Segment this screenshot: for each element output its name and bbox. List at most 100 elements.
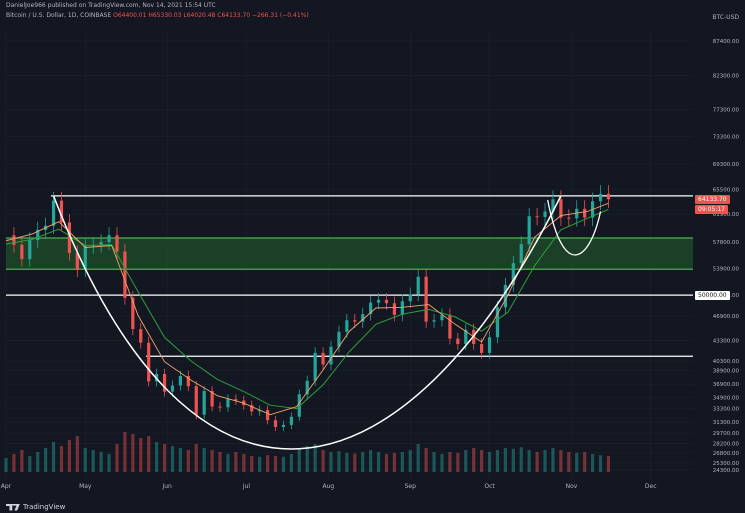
candle-body <box>59 200 64 223</box>
volume-bar <box>511 448 515 472</box>
volume-bar <box>598 455 603 472</box>
candle-body <box>408 294 412 302</box>
volume-bar <box>305 446 309 472</box>
y-tick-label: 73300.00 <box>713 135 740 141</box>
y-tick-label: 36900.00 <box>713 382 740 388</box>
candle-body <box>361 314 365 322</box>
chart-footer: TradingView <box>0 501 745 513</box>
volume-bar <box>51 442 56 472</box>
candle-body <box>67 222 72 253</box>
volume-bar <box>289 454 293 472</box>
volume-bar <box>551 448 555 472</box>
volume-bar <box>424 448 428 472</box>
candle-body <box>234 399 238 401</box>
ema-fast-line <box>5 202 609 416</box>
candle-body <box>551 199 555 212</box>
candle-body <box>194 386 198 415</box>
y-tick-label: 38900.00 <box>713 369 740 375</box>
volume-bar <box>273 456 278 472</box>
tradingview-logo[interactable]: TradingView <box>6 503 65 511</box>
candle-body <box>369 302 373 315</box>
x-tick-label: Aug <box>323 483 335 490</box>
volume-bar <box>313 444 317 472</box>
candle-body <box>424 276 428 322</box>
ohlc-values: O64400.01 H65330.03 L64020.48 C64133.70 … <box>113 12 309 19</box>
x-tick-label: Jul <box>242 483 251 490</box>
volume-bar <box>44 448 48 472</box>
y-tick-label: 77300.00 <box>713 108 740 114</box>
tradingview-logo-text: TradingView <box>23 503 66 511</box>
volume-bar <box>186 450 190 472</box>
volume-bar <box>250 456 254 472</box>
candle-body <box>511 263 515 285</box>
candle-body <box>20 244 24 260</box>
candle-body <box>559 199 563 218</box>
candle-body <box>178 375 182 386</box>
candle-body <box>337 331 341 347</box>
volume-bar <box>487 452 492 472</box>
y-tick-label: 26800.00 <box>713 451 740 457</box>
y-tick-label: 69300.00 <box>713 162 740 168</box>
volume-bar <box>75 436 79 472</box>
volume-bar <box>59 446 64 472</box>
candle-body <box>75 252 79 270</box>
y-tick-label: 61900.00 <box>713 212 740 218</box>
candle-body <box>36 229 40 241</box>
candle-body <box>456 338 460 345</box>
volume-bar <box>107 454 111 472</box>
candle-body <box>107 235 111 243</box>
candle-body <box>170 385 175 392</box>
volume-bar <box>20 450 24 472</box>
volume-bar <box>440 454 444 472</box>
volume-bar <box>281 456 286 472</box>
volume-bar <box>448 452 452 472</box>
volume-bar <box>527 450 531 472</box>
candle-body <box>321 352 325 365</box>
currency-label: BTC-USD <box>712 14 739 21</box>
volume-bar <box>115 444 119 472</box>
volume-bar <box>170 446 175 472</box>
volume-bar <box>28 456 32 472</box>
x-tick-label: Oct <box>484 483 495 490</box>
candle-body <box>139 329 143 343</box>
volume-bar <box>361 452 365 472</box>
candle-body <box>392 303 397 315</box>
candle-body <box>265 409 270 421</box>
volume-bar <box>83 448 87 472</box>
candle-body <box>353 320 357 322</box>
volume-bar <box>162 444 167 472</box>
candle-body <box>99 242 103 245</box>
y-tick-label: 24300.00 <box>713 468 740 474</box>
candle-body <box>289 416 293 425</box>
y-tick-label: 40300.00 <box>713 359 740 365</box>
candle-body <box>432 320 436 322</box>
candle-body <box>218 406 222 408</box>
x-tick-label: Sep <box>405 483 417 490</box>
y-tick-label: 34900.00 <box>713 396 740 402</box>
volume-bar <box>543 450 547 472</box>
candle-body <box>12 235 16 245</box>
publish-info: DanielJoe966 published on TradingView.co… <box>6 2 216 9</box>
y-tick-label: 53900.00 <box>713 267 740 273</box>
candle-body <box>480 344 484 353</box>
volume-bar <box>67 440 72 472</box>
y-tick-label: 25300.00 <box>713 461 740 467</box>
volume-bar <box>369 450 373 472</box>
candle-body <box>583 208 587 218</box>
volume-bar <box>123 432 127 472</box>
cup-and-handle-curve <box>52 195 602 450</box>
candle-body <box>115 235 119 252</box>
volume-bar <box>218 452 222 472</box>
moving-averages <box>5 202 609 416</box>
y-tick-label: 28200.00 <box>713 441 740 447</box>
x-tick-label: Jun <box>161 483 172 490</box>
candle-body <box>226 399 230 408</box>
volume-bar <box>329 452 333 472</box>
candle-body <box>250 405 254 412</box>
y-tick-label: 43300.00 <box>713 339 740 345</box>
y-tick-label: 82300.00 <box>713 74 740 80</box>
volume-bars <box>4 432 611 472</box>
y-tick-label: 87400.00 <box>713 39 740 45</box>
candle-body <box>464 329 468 345</box>
